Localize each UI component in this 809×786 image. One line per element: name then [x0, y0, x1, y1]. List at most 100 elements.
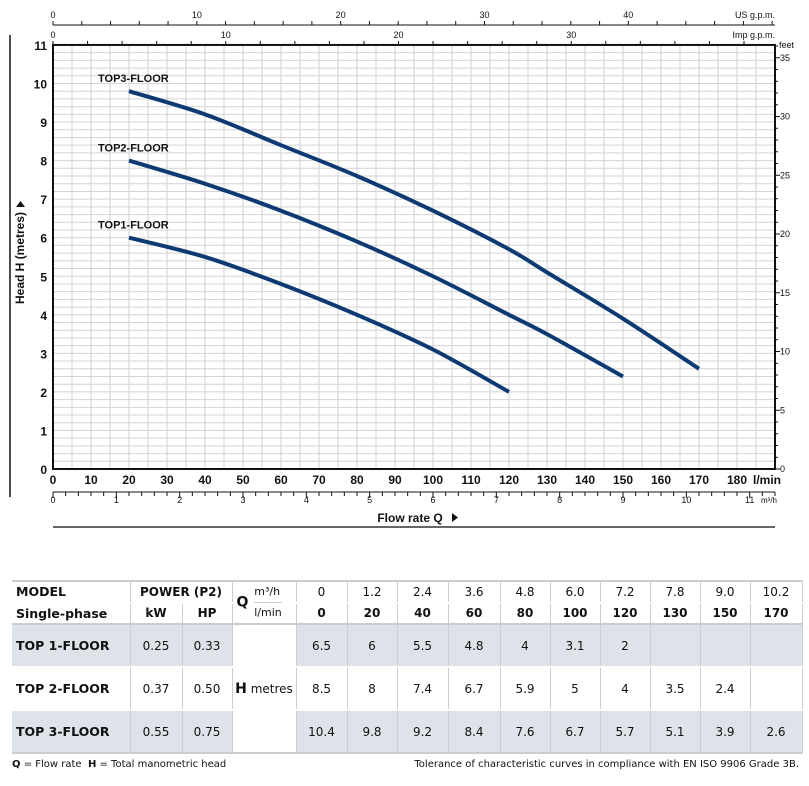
x-tick-label: 50	[236, 473, 250, 487]
table-row: TOP 3-FLOOR 0.55 0.75 10.4 9.8 9.2 8.4 7…	[12, 709, 803, 754]
m3h-cell: 10.2	[749, 580, 803, 603]
us-gpm-tick-label: 0	[50, 10, 55, 20]
us-gpm-tick-label: 40	[623, 10, 633, 20]
head-value: 4	[599, 666, 651, 711]
head-value: 5.5	[396, 623, 449, 668]
head-value: 5.9	[499, 666, 551, 711]
lmin-cell: 40	[396, 601, 449, 625]
x-arrow-icon	[452, 513, 458, 522]
lmin-cell: 120	[599, 601, 651, 625]
power-header: POWER (P2)	[129, 580, 233, 603]
phase-header: Single-phase	[12, 601, 131, 625]
head-value: 5.7	[599, 709, 651, 754]
lmin-cell: 60	[447, 601, 501, 625]
head-value: 4.8	[447, 623, 501, 668]
head-value: 8	[346, 666, 398, 711]
m3h-tick-label: 8	[557, 495, 562, 505]
h-unit: metres	[250, 681, 293, 696]
imp-gpm-tick-label: 10	[221, 30, 231, 40]
head-value: 3.5	[649, 666, 701, 711]
head-value: 7.6	[499, 709, 551, 754]
x-axis-label: Flow rate Q	[377, 511, 442, 525]
head-value: 6.7	[549, 709, 601, 754]
performance-table: MODEL POWER (P2) Q m³/h l/min 0 1.2 2.4 …	[12, 580, 803, 754]
lmin-cell: 20	[346, 601, 398, 625]
x-unit-label: l/min	[753, 473, 781, 487]
head-value: 8.5	[295, 666, 348, 711]
y-tick-label: 5	[40, 270, 47, 284]
head-value: 6.7	[447, 666, 501, 711]
imp-gpm-tick-label: 20	[393, 30, 403, 40]
head-value: 7.4	[396, 666, 449, 711]
m3h-cell: 7.8	[649, 580, 701, 603]
h-symbol: H	[235, 680, 247, 697]
x-tick-label: 0	[50, 473, 57, 487]
q-symbol: Q	[236, 594, 249, 611]
us-gpm-tick-label: 10	[192, 10, 202, 20]
hp-value: 0.50	[181, 666, 233, 711]
head-value: 5.1	[649, 709, 701, 754]
head-value: 3.9	[699, 709, 751, 754]
kw-header: kW	[129, 601, 183, 625]
imp-gpm-tick-label: 30	[566, 30, 576, 40]
kw-value: 0.55	[129, 709, 183, 754]
m3h-tick-label: 3	[240, 495, 245, 505]
model-name: TOP 2-FLOOR	[12, 666, 131, 711]
kw-value: 0.25	[129, 623, 183, 668]
x-tick-label: 30	[160, 473, 174, 487]
grid	[53, 44, 775, 469]
m3h-unit-label: m³/h	[761, 496, 777, 505]
m3h-tick-label: 0	[50, 495, 55, 505]
feet-tick-label: 25	[780, 170, 790, 180]
head-value	[749, 666, 803, 711]
curve-top1-floor	[128, 235, 510, 394]
h-key: H	[87, 759, 97, 770]
y-tick-label: 3	[40, 347, 47, 361]
x-tick-label: 40	[198, 473, 212, 487]
feet-tick-label: 35	[780, 53, 790, 63]
imp-gpm-unit-label: Imp g.p.m.	[732, 30, 775, 40]
curve-label: TOP2-FLOOR	[98, 143, 169, 155]
table-row: TOP 1-FLOOR 0.25 0.33 H metres 6.5 6 5.5…	[12, 623, 803, 754]
head-value: 6	[346, 623, 398, 668]
curve-label: TOP1-FLOOR	[98, 220, 169, 232]
hp-value: 0.75	[181, 709, 233, 754]
y-arrow-icon	[16, 201, 25, 207]
x-tick-label: 100	[423, 473, 443, 487]
kw-value: 0.37	[129, 666, 183, 711]
feet-tick-label: 0	[780, 464, 785, 474]
y-tick-label: 6	[40, 232, 47, 246]
m3h-cell: 4.8	[499, 580, 551, 603]
m3h-tick-label: 2	[177, 495, 182, 505]
q-header: Q m³/h l/min	[231, 580, 297, 625]
lmin-cell: 80	[499, 601, 551, 625]
model-name: TOP 1-FLOOR	[12, 623, 131, 668]
curve-top3-floor	[128, 89, 701, 371]
head-value: 2	[599, 623, 651, 668]
x-tick-label: 140	[575, 473, 595, 487]
x-tick-label: 60	[274, 473, 288, 487]
feet-tick-label: 30	[780, 112, 790, 122]
m3h-tick-label: 9	[620, 495, 625, 505]
x-tick-label: 160	[651, 473, 671, 487]
x-tick-label: 20	[122, 473, 136, 487]
us-gpm-tick-label: 20	[336, 10, 346, 20]
y-tick-label: 9	[40, 116, 47, 130]
head-value: 6.5	[295, 623, 348, 668]
head-value: 2.4	[699, 666, 751, 711]
h-metres-cell: H metres	[231, 623, 297, 754]
m3h-cell: 6.0	[549, 580, 601, 603]
m3h-unit: m³/h	[254, 582, 282, 603]
head-value	[749, 623, 803, 668]
hp-value: 0.33	[181, 623, 233, 668]
lmin-cell: 0	[295, 601, 348, 625]
head-value: 2.6	[749, 709, 803, 754]
lmin-unit: l/min	[254, 606, 282, 619]
model-name: TOP 3-FLOOR	[12, 709, 131, 754]
curves: TOP1-FLOOR TOP2-FLOOR TOP3-FLOOR	[98, 73, 701, 394]
feet-tick-label: 5	[780, 405, 785, 415]
curve-label: TOP3-FLOOR	[98, 73, 169, 85]
head-value: 3.1	[549, 623, 601, 668]
h-desc: = Total manometric head	[96, 759, 227, 770]
m3h-cell: 9.0	[699, 580, 751, 603]
